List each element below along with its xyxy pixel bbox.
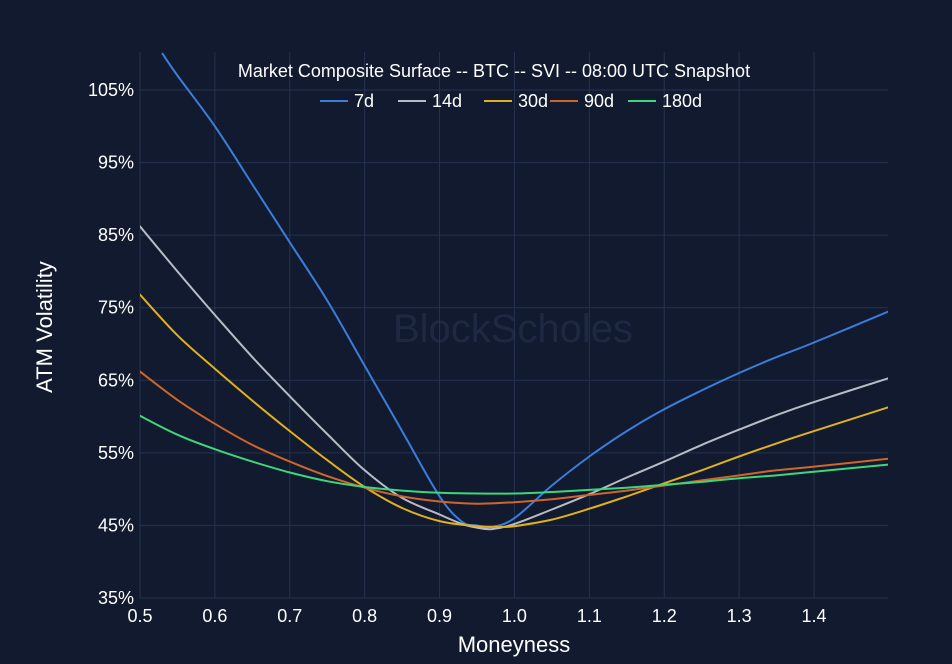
- series-line-90d: [140, 370, 888, 505]
- x-tick-label: 0.7: [277, 606, 302, 626]
- y-tick-label: 35%: [98, 588, 134, 608]
- legend-label: 14d: [432, 91, 462, 111]
- y-axis-title: ATM Volatility: [32, 261, 57, 393]
- legend[interactable]: 7d 14d 30d 90d 180d: [320, 91, 702, 111]
- x-tick-label: 0.5: [127, 606, 152, 626]
- x-tick-label: 0.9: [427, 606, 452, 626]
- x-axis-title: Moneyness: [458, 632, 571, 657]
- series-line-180d: [140, 414, 888, 495]
- x-tick-label: 1.4: [801, 606, 826, 626]
- y-tick-label: 75%: [98, 298, 134, 318]
- x-axis-ticks: 0.5 0.6 0.7 0.8 0.9 1.0 1.1 1.2 1.3 1.4: [127, 606, 826, 626]
- series-line-14d: [140, 225, 888, 531]
- legend-label: 90d: [584, 91, 614, 111]
- legend-item-180d[interactable]: 180d: [628, 91, 702, 111]
- legend-item-90d[interactable]: 90d: [550, 91, 614, 111]
- legend-label: 30d: [518, 91, 548, 111]
- x-tick-label: 1.0: [502, 606, 527, 626]
- legend-label: 7d: [354, 91, 374, 111]
- legend-item-14d[interactable]: 14d: [398, 91, 462, 111]
- legend-item-7d[interactable]: 7d: [320, 91, 374, 111]
- grid: [139, 52, 888, 599]
- y-tick-label: 55%: [98, 443, 134, 463]
- y-tick-label: 105%: [88, 80, 134, 100]
- x-tick-label: 1.1: [577, 606, 602, 626]
- y-tick-label: 65%: [98, 370, 134, 390]
- y-tick-label: 45%: [98, 515, 134, 535]
- x-tick-label: 1.2: [652, 606, 677, 626]
- watermark: BlockScholes: [393, 307, 633, 351]
- y-axis-ticks: 35% 45% 55% 65% 75% 85% 95% 105%: [88, 80, 134, 608]
- series-lines: [140, 52, 888, 531]
- x-tick-label: 0.8: [352, 606, 377, 626]
- y-tick-label: 95%: [98, 153, 134, 173]
- chart-title: Market Composite Surface -- BTC -- SVI -…: [238, 61, 750, 81]
- series-line-30d: [140, 293, 888, 528]
- legend-item-30d[interactable]: 30d: [484, 91, 548, 111]
- x-tick-label: 0.6: [202, 606, 227, 626]
- y-tick-label: 85%: [98, 225, 134, 245]
- x-tick-label: 1.3: [727, 606, 752, 626]
- legend-label: 180d: [662, 91, 702, 111]
